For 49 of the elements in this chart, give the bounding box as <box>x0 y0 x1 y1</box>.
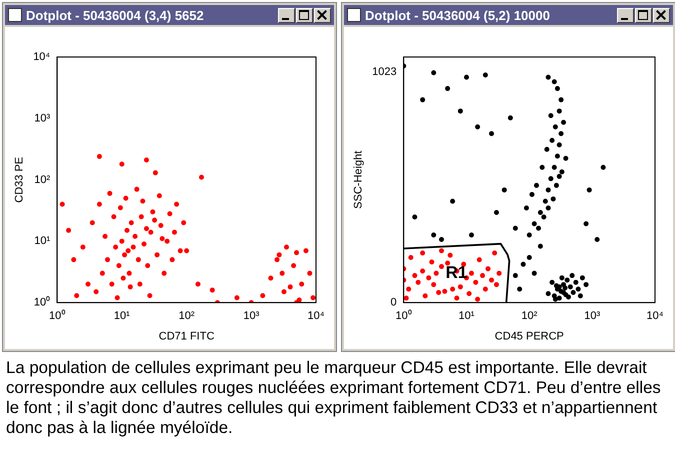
x-tick-label: 10³ <box>584 310 600 322</box>
point <box>408 255 414 260</box>
point <box>466 291 472 296</box>
x-tick-label: 10² <box>178 310 195 322</box>
point <box>439 264 444 270</box>
x-tick-label: 10⁰ <box>49 309 66 322</box>
y-axis-title: CD33 PE <box>14 156 26 203</box>
point <box>476 257 482 262</box>
y-tick-label: 0 <box>390 296 397 309</box>
point <box>480 273 486 278</box>
x-tick-label: 10⁴ <box>646 310 664 322</box>
point <box>406 286 412 292</box>
point <box>412 273 418 278</box>
y-axis-title: SSC-Height <box>352 150 365 209</box>
point <box>436 290 442 295</box>
x-axis-title: CD45 PERCP <box>494 330 564 342</box>
point <box>416 280 421 285</box>
point <box>442 288 448 294</box>
y-tick-label: 10¹ <box>34 235 50 248</box>
y-tick-label: 10² <box>34 174 50 186</box>
point <box>496 270 502 276</box>
x-tick-label: 10³ <box>243 310 260 322</box>
point <box>482 286 488 292</box>
chart-title: Dotplot - 50436004 (5,2) 10000 <box>365 8 551 22</box>
point <box>431 282 436 288</box>
y-tick-label: 10⁰ <box>34 296 50 309</box>
point <box>486 266 491 272</box>
series-label: R1 <box>446 262 468 282</box>
x-tick-label: 10² <box>521 310 538 322</box>
y-tick-label: 10³ <box>34 112 50 124</box>
point <box>445 260 450 266</box>
point <box>434 270 439 276</box>
x-axis-title: CD71 FITC <box>158 330 214 342</box>
x-tick-label: 10⁴ <box>308 310 325 322</box>
text: La population de cellules exprimant peu le marqueur CD45 est importante. Elle devrait correspondre aux cellules rouges nucléées exprimant fortement CD71. Peu d’entre elles le font ; il s’agit donc d’autres cellules qui expriment faiblement CD33 et n’appartiennent donc pas à la lignée myéloïde. <box>6 358 662 438</box>
x-tick-label: 10¹ <box>458 310 475 322</box>
point <box>489 278 494 283</box>
point <box>494 282 499 288</box>
point <box>468 270 474 276</box>
x-tick-label: 10¹ <box>114 310 130 322</box>
y-tick-label: 10⁴ <box>33 51 50 64</box>
point <box>450 286 456 292</box>
point <box>448 252 453 258</box>
point <box>458 284 463 290</box>
chart-title: Dotplot - 50436004 (3,4) 5652 <box>26 8 205 22</box>
y-tick-label: 1023 <box>372 66 397 78</box>
point <box>473 280 478 285</box>
x-tick-label: 10⁰ <box>396 309 412 322</box>
point <box>492 250 498 256</box>
